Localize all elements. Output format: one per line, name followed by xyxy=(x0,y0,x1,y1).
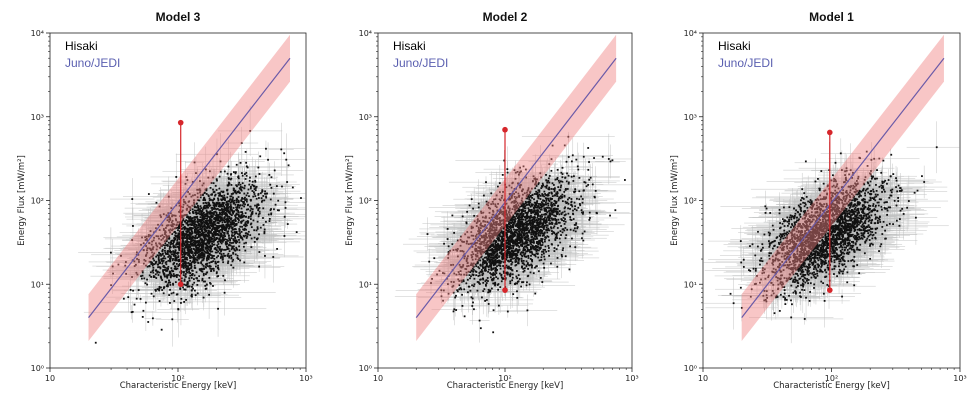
x-axis-label: Characteristic Energy [keV] xyxy=(773,381,890,391)
legend-entry: Juno/JEDI xyxy=(65,56,120,70)
plot-content xyxy=(703,34,960,344)
y-tick-label: 10⁴ xyxy=(359,29,372,38)
x-ticks xyxy=(702,368,961,372)
fit-line xyxy=(415,57,617,318)
panel-title: Model 3 xyxy=(156,10,201,24)
panel-2: 10 10² 10³ 10⁰ 10¹ 10² 10³ 10⁴ Model 2 Characteri… xyxy=(345,10,639,391)
y-ticks xyxy=(699,32,703,369)
legend-entry: Hisaki xyxy=(718,39,751,53)
hisaki-range-min xyxy=(827,287,833,293)
x-tick-label: 10² xyxy=(498,374,511,383)
legend-entry: Juno/JEDI xyxy=(393,56,448,70)
legend-entry: Hisaki xyxy=(393,39,426,53)
y-tick-label: 10² xyxy=(31,197,44,206)
hisaki-range-min xyxy=(177,281,184,288)
y-tick-label: 10¹ xyxy=(359,280,372,289)
legend-entry: Juno/JEDI xyxy=(718,56,773,70)
x-tick-label: 10 xyxy=(45,374,55,383)
y-tick-label: 10⁰ xyxy=(684,364,697,373)
data-points xyxy=(426,135,626,334)
x-axis-label: Characteristic Energy [keV] xyxy=(447,381,564,391)
panel-3: 10 10² 10³ 10⁰ 10¹ 10² 10³ 10⁴ Model 1 Characteri… xyxy=(670,10,967,391)
y-ticks xyxy=(374,32,378,369)
y-tick-label: 10¹ xyxy=(31,280,44,289)
data-points xyxy=(729,146,938,320)
x-tick-label: 10 xyxy=(373,374,383,383)
y-ticks xyxy=(46,32,50,369)
x-axis-label: Characteristic Energy [keV] xyxy=(120,381,237,391)
x-tick-label: 10² xyxy=(171,374,184,383)
y-tick-label: 10³ xyxy=(359,113,372,122)
x-ticks xyxy=(377,368,633,372)
panel-1: 10 10² 10³ 10⁰ 10¹ 10² 10³ 10⁴ Model 3 Characteri… xyxy=(17,10,313,391)
y-tick-label: 10² xyxy=(359,197,372,206)
hisaki-range-max xyxy=(827,129,833,136)
panel-title: Model 1 xyxy=(809,10,854,24)
hisaki-range-max xyxy=(177,119,184,126)
y-axis-label: Energy Flux [mW/m²] xyxy=(670,155,680,246)
y-tick-label: 10² xyxy=(684,197,697,206)
y-tick-label: 10⁴ xyxy=(31,29,44,38)
hisaki-range-min xyxy=(502,287,508,293)
y-tick-label: 10³ xyxy=(31,113,44,122)
x-tick-label: 10² xyxy=(825,374,838,383)
fit-line xyxy=(88,57,291,318)
x-tick-label: 10³ xyxy=(625,374,638,383)
fit-line xyxy=(741,57,945,318)
y-tick-label: 10⁰ xyxy=(359,364,372,373)
x-tick-label: 10³ xyxy=(953,374,966,383)
y-tick-label: 10¹ xyxy=(684,280,697,289)
legend-entry: Hisaki xyxy=(65,39,98,53)
x-ticks xyxy=(49,368,307,372)
x-tick-label: 10 xyxy=(698,374,708,383)
data-points xyxy=(94,130,302,344)
y-axis-label: Energy Flux [mW/m²] xyxy=(345,155,355,246)
plot-content xyxy=(78,34,306,347)
y-tick-label: 10³ xyxy=(684,113,697,122)
hisaki-range-max xyxy=(502,126,508,133)
y-axis-label: Energy Flux [mW/m²] xyxy=(17,155,27,246)
y-tick-label: 10⁰ xyxy=(31,364,44,373)
y-tick-label: 10⁴ xyxy=(684,29,697,38)
x-tick-label: 10³ xyxy=(299,374,312,383)
panel-title: Model 2 xyxy=(483,10,528,24)
plot-content xyxy=(394,34,632,343)
